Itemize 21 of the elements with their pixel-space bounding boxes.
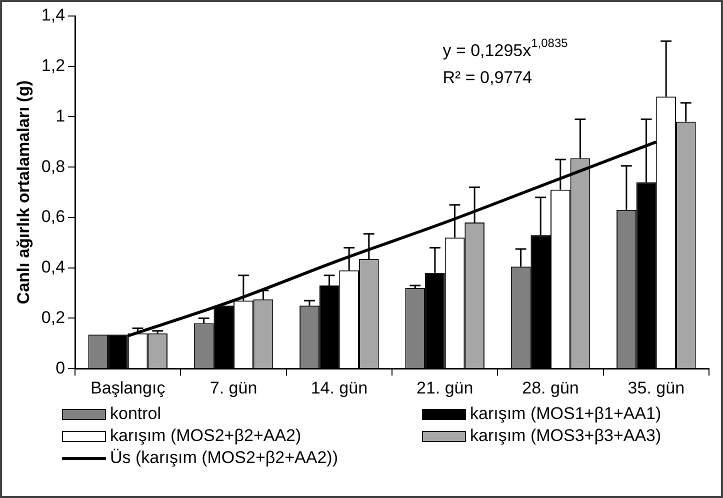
x-tick-label: 21. gün xyxy=(416,378,474,398)
legend-label: Üs (karışım (MOS2+β2+AA2)) xyxy=(110,448,338,468)
y-tick-label: 1,2 xyxy=(41,56,66,76)
y-tick-label: 1,4 xyxy=(41,6,66,25)
y-axis-title: Canlı ağırlık ortalamaları (g) xyxy=(14,80,33,304)
legend-label: karışım (MOS1+β1+AA1) xyxy=(470,404,662,424)
legend-label: karışım (MOS2+β2+AA2) xyxy=(110,426,302,446)
y-tick-label: 0 xyxy=(56,358,66,378)
y-tick-label: 0,6 xyxy=(41,207,66,226)
x-tick-label: 7. gün xyxy=(210,378,258,398)
legend-label: karışım (MOS3+β3+AA3) xyxy=(470,426,662,446)
annotation: R² = 0,9774 xyxy=(442,68,532,87)
x-tick-label: 35. gün xyxy=(628,378,685,398)
y-tick-label: 0,2 xyxy=(41,308,66,327)
y-tick-label: 0,8 xyxy=(41,156,66,176)
x-tick-label: Başlangıç xyxy=(90,378,166,398)
x-tick-label: 14. gün xyxy=(310,378,368,398)
y-tick-label: 1 xyxy=(56,106,66,126)
legend-label: kontrol xyxy=(110,404,162,424)
y-tick-label: 0,4 xyxy=(41,258,66,277)
x-tick-label: 28. gün xyxy=(522,378,579,398)
